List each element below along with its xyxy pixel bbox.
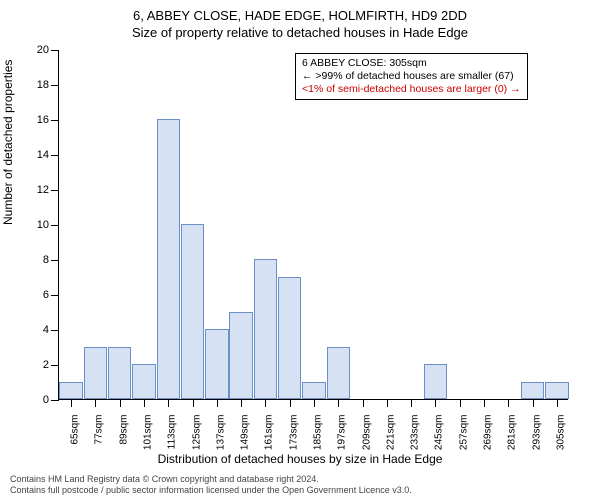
bar	[278, 277, 301, 400]
bar	[229, 312, 252, 400]
x-tick	[533, 399, 534, 407]
x-tick-label: 161sqm	[264, 415, 275, 451]
x-tick	[387, 399, 388, 407]
y-tick-label: 0	[43, 394, 49, 406]
y-tick	[51, 190, 59, 191]
y-tick	[51, 400, 59, 401]
y-axis-label: Number of detached properties	[1, 60, 15, 225]
footer-line-1: Contains HM Land Registry data © Crown c…	[10, 474, 590, 485]
y-tick	[51, 365, 59, 366]
x-tick	[265, 399, 266, 407]
annotation-box: 6 ABBEY CLOSE: 305sqm ← >99% of detached…	[295, 53, 528, 100]
histogram-chart: 02468101214161820 65sqm77sqm89sqm101sqm1…	[58, 50, 568, 400]
x-tick	[314, 399, 315, 407]
x-tick	[168, 399, 169, 407]
bar	[424, 364, 447, 399]
y-tick	[51, 295, 59, 296]
x-tick-label: 89sqm	[118, 415, 129, 445]
y-tick-label: 2	[43, 359, 49, 371]
x-tick-label: 65sqm	[70, 415, 81, 445]
y-tick	[51, 330, 59, 331]
x-tick-label: 281sqm	[507, 415, 518, 451]
x-tick	[144, 399, 145, 407]
x-tick	[484, 399, 485, 407]
bar	[205, 329, 228, 399]
page-subtitle: Size of property relative to detached ho…	[0, 23, 600, 40]
x-tick	[241, 399, 242, 407]
x-tick-label: 221sqm	[385, 415, 396, 451]
bars-container	[59, 50, 568, 399]
annotation-line-3: <1% of semi-detached houses are larger (…	[302, 83, 521, 96]
x-tick-label: 197sqm	[337, 415, 348, 451]
x-tick	[411, 399, 412, 407]
x-tick	[193, 399, 194, 407]
y-tick-label: 16	[37, 114, 49, 126]
bar	[59, 382, 82, 400]
x-tick-label: 173sqm	[288, 415, 299, 451]
x-tick-label: 293sqm	[531, 415, 542, 451]
x-tick-label: 185sqm	[313, 415, 324, 451]
y-tick-label: 14	[37, 149, 49, 161]
page-title: 6, ABBEY CLOSE, HADE EDGE, HOLMFIRTH, HD…	[0, 0, 600, 23]
x-tick-label: 233sqm	[410, 415, 421, 451]
x-tick-label: 257sqm	[458, 415, 469, 451]
x-tick-label: 101sqm	[143, 415, 154, 451]
x-tick	[435, 399, 436, 407]
x-tick	[120, 399, 121, 407]
bar	[108, 347, 131, 400]
x-tick	[95, 399, 96, 407]
x-axis-label: Distribution of detached houses by size …	[0, 452, 600, 466]
y-tick	[51, 225, 59, 226]
bar	[302, 382, 325, 400]
bar	[545, 382, 568, 400]
bar	[181, 224, 204, 399]
x-tick-label: 137sqm	[215, 415, 226, 451]
annotation-line-2: ← >99% of detached houses are smaller (6…	[302, 70, 521, 83]
x-tick	[363, 399, 364, 407]
annotation-line-1: 6 ABBEY CLOSE: 305sqm	[302, 57, 521, 70]
x-tick-label: 149sqm	[240, 415, 251, 451]
bar	[521, 382, 544, 400]
x-tick	[508, 399, 509, 407]
y-tick-label: 8	[43, 254, 49, 266]
x-tick	[338, 399, 339, 407]
y-tick	[51, 260, 59, 261]
x-tick-label: 269sqm	[483, 415, 494, 451]
x-tick-label: 209sqm	[361, 415, 372, 451]
y-tick	[51, 155, 59, 156]
bar	[327, 347, 350, 400]
y-tick	[51, 85, 59, 86]
x-tick-label: 77sqm	[94, 415, 105, 445]
y-tick-label: 10	[37, 219, 49, 231]
footer-text: Contains HM Land Registry data © Crown c…	[10, 474, 590, 497]
x-tick-label: 245sqm	[434, 415, 445, 451]
y-tick-label: 18	[37, 79, 49, 91]
x-tick	[460, 399, 461, 407]
y-tick	[51, 50, 59, 51]
y-tick-label: 12	[37, 184, 49, 196]
bar	[157, 119, 180, 399]
x-tick-label: 113sqm	[167, 415, 178, 450]
footer-line-2: Contains full postcode / public sector i…	[10, 485, 590, 496]
bar	[132, 364, 155, 399]
x-tick	[217, 399, 218, 407]
y-tick-label: 20	[37, 44, 49, 56]
x-tick	[290, 399, 291, 407]
x-tick-label: 305sqm	[555, 415, 566, 451]
bar	[84, 347, 107, 400]
x-tick	[557, 399, 558, 407]
bar	[254, 259, 277, 399]
x-tick	[71, 399, 72, 407]
y-tick	[51, 120, 59, 121]
x-tick-label: 125sqm	[191, 415, 202, 451]
y-tick-label: 6	[43, 289, 49, 301]
y-tick-label: 4	[43, 324, 49, 336]
